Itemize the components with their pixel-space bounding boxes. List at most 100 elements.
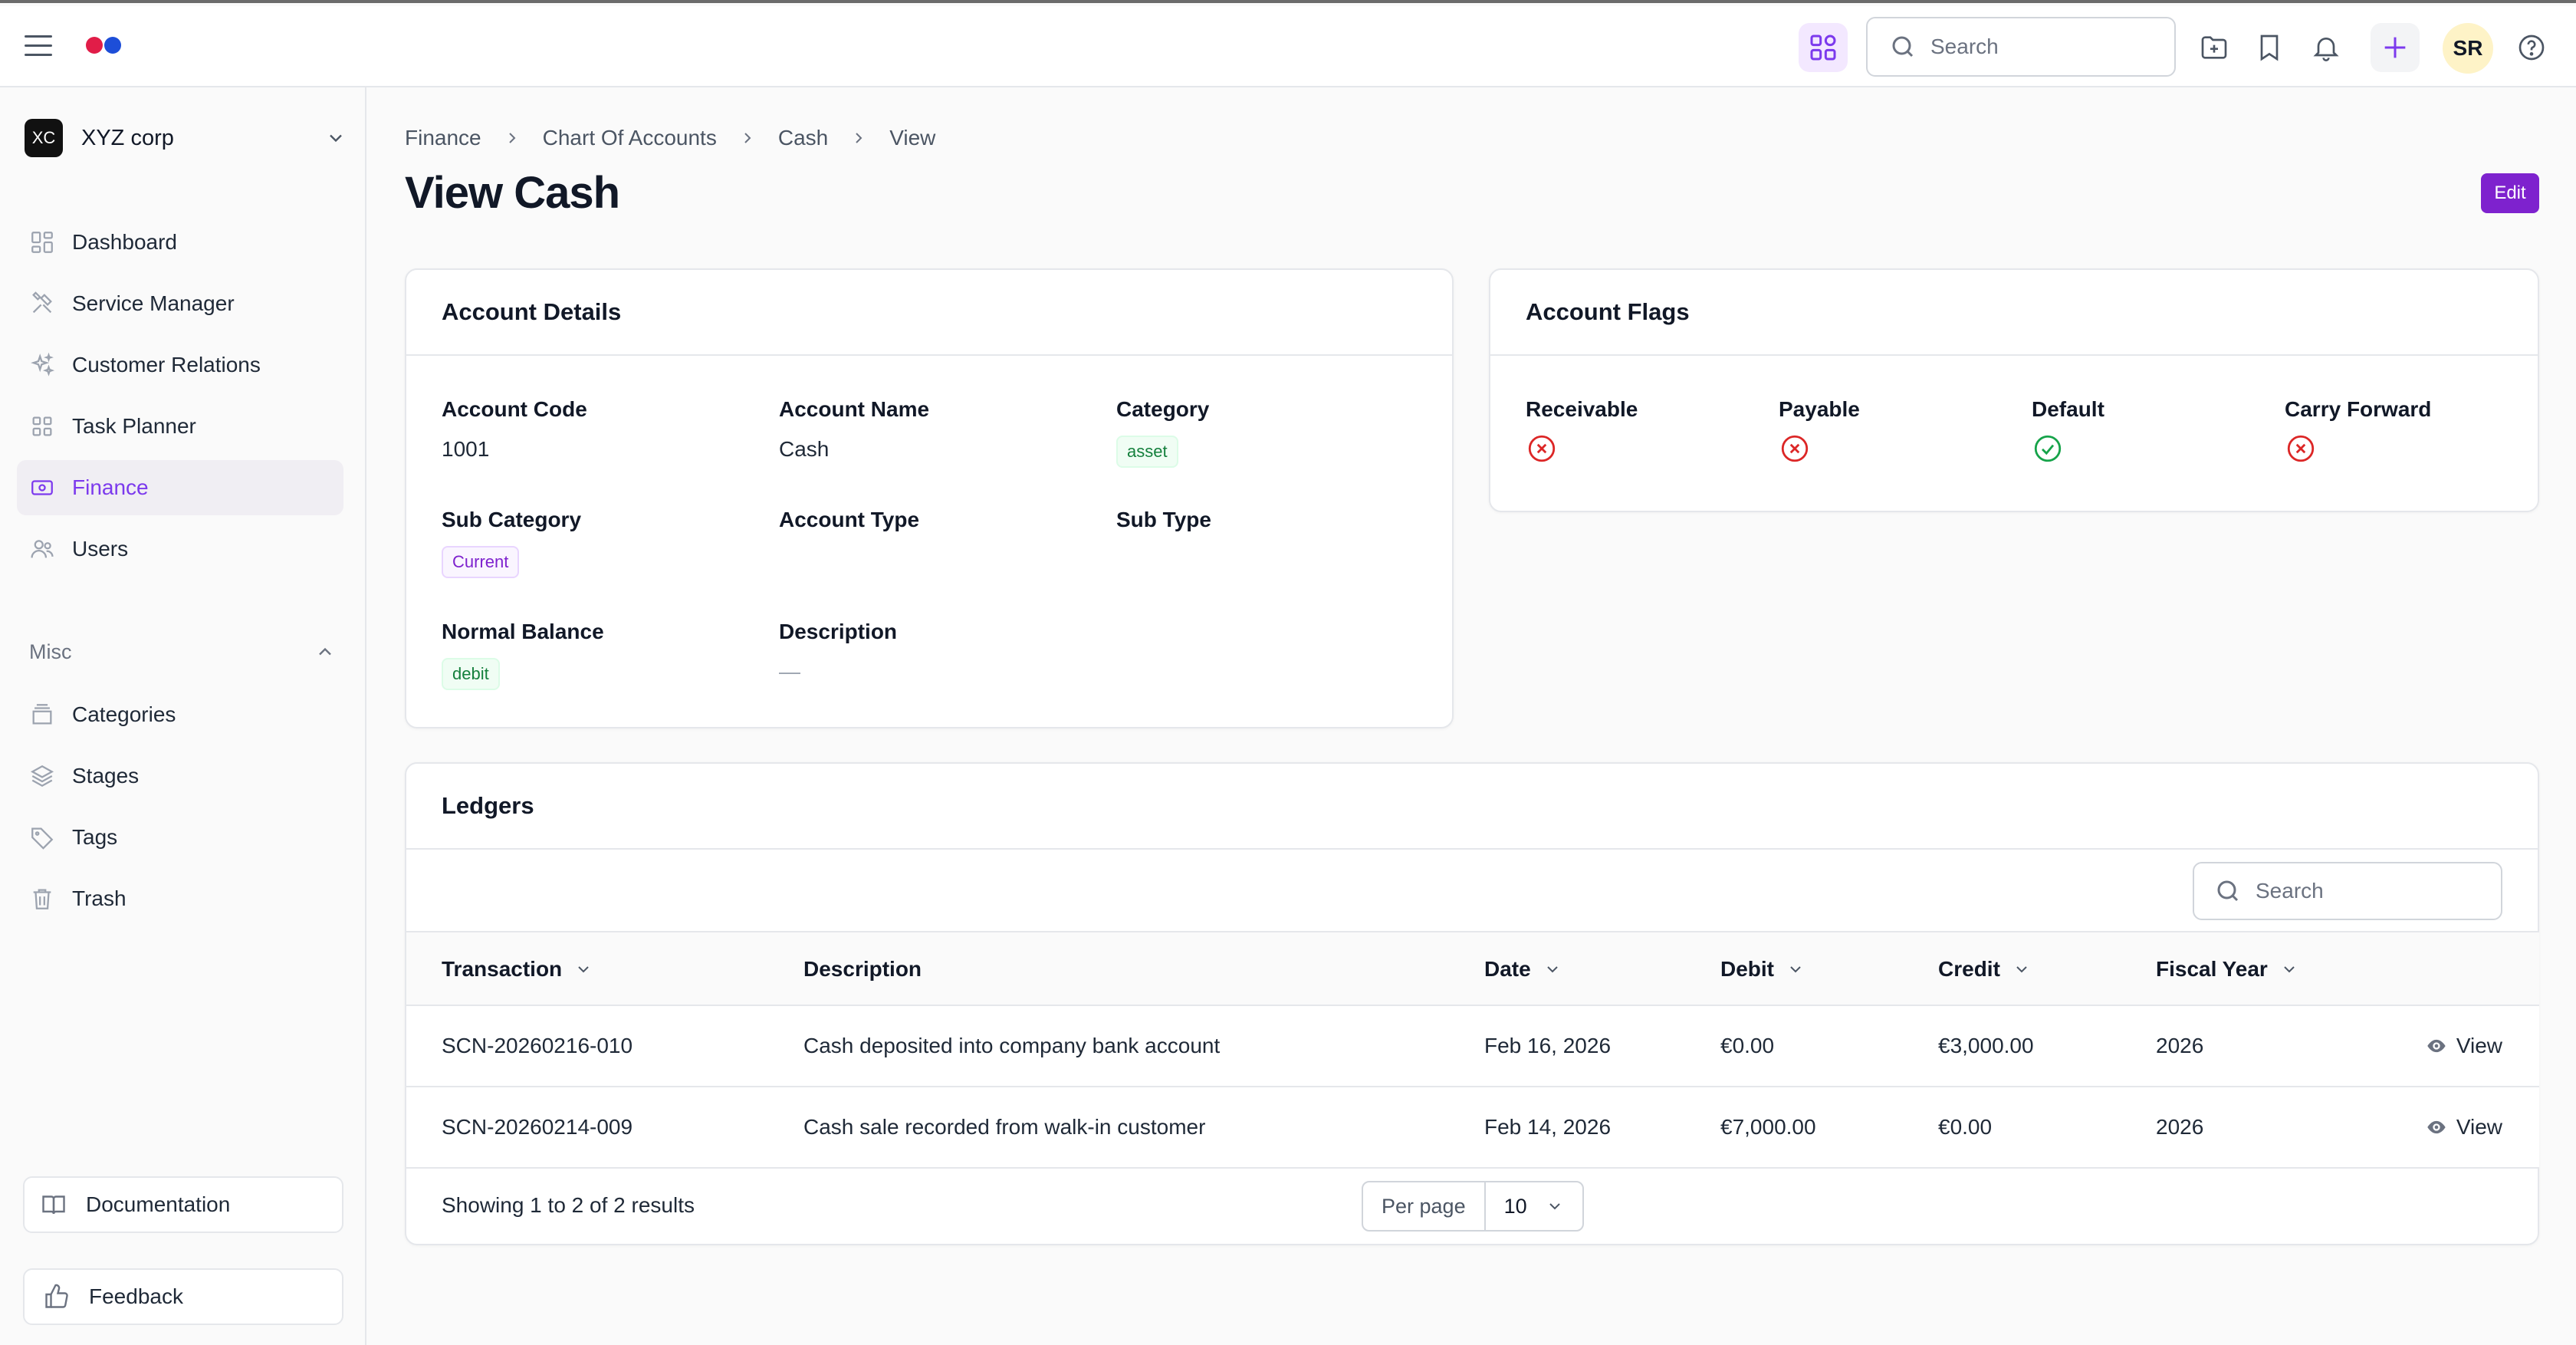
trash-icon	[33, 889, 51, 909]
flag-payable: Payable	[1779, 397, 1860, 469]
misc-section-toggle[interactable]: Misc	[29, 636, 336, 667]
view-link[interactable]: View	[2426, 1087, 2502, 1167]
user-avatar[interactable]: SR	[2443, 23, 2493, 74]
sidebar-item-label: Dashboard	[72, 230, 177, 254]
flag-label: Receivable	[1526, 397, 1638, 421]
documentation-button[interactable]: Documentation	[23, 1176, 343, 1233]
sidebar-item-task-planner[interactable]: Task Planner	[17, 399, 343, 454]
sidebar-item-customer-relations[interactable]: Customer Relations	[17, 337, 343, 393]
sub-category-badge: Current	[442, 546, 520, 578]
logo-red-dot	[86, 37, 103, 54]
chevron-down-icon	[330, 134, 342, 143]
search-icon	[2217, 880, 2239, 902]
field-label: Category	[1116, 397, 1210, 421]
folder-add-icon[interactable]	[2190, 23, 2239, 72]
sub-category-field: Sub Category Current	[442, 508, 581, 578]
bookmark-icon[interactable]	[2245, 23, 2294, 72]
x-circle-icon	[2287, 435, 2315, 462]
table-row: SCN-20260214-009 Cash sale recorded from…	[406, 1087, 2539, 1169]
org-switcher[interactable]: XC XYZ corp	[25, 115, 347, 161]
search-icon	[1892, 36, 1914, 58]
sidebar-item-label: Task Planner	[72, 414, 196, 438]
table-row: SCN-20260216-010 Cash deposited into com…	[406, 1006, 2539, 1087]
account-details-card: Account Details Account Code 1001 Accoun…	[405, 268, 1454, 728]
sidebar-item-finance[interactable]: Finance	[17, 460, 343, 515]
column-transaction[interactable]: Transaction	[442, 932, 593, 1006]
cell-debit: €7,000.00	[1720, 1115, 1816, 1139]
eye-icon	[2427, 1039, 2446, 1053]
chevron-right-icon	[849, 129, 868, 147]
sidebar-item-label: Trash	[72, 886, 127, 910]
global-search-input[interactable]	[1930, 35, 2145, 59]
cell-transaction: SCN-20260216-010	[442, 1034, 633, 1057]
sidebar-item-dashboard[interactable]: Dashboard	[17, 215, 343, 270]
edit-button[interactable]: Edit	[2481, 173, 2539, 213]
column-label: Credit	[1938, 957, 2000, 981]
column-description: Description	[803, 932, 922, 1006]
archive-icon	[32, 704, 52, 725]
sidebar-item-trash[interactable]: Trash	[17, 871, 343, 926]
view-link-label: View	[2456, 1115, 2502, 1139]
per-page-select[interactable]: 10	[1486, 1182, 1582, 1230]
x-circle-icon	[1528, 435, 1556, 462]
pagination-summary: Showing 1 to 2 of 2 results	[442, 1193, 695, 1217]
account-flags-title: Account Flags	[1490, 270, 2538, 356]
documentation-label: Documentation	[86, 1192, 231, 1216]
account-code-value: 1001	[442, 437, 490, 461]
chevron-down-icon	[1549, 1203, 1560, 1210]
ledgers-search[interactable]	[2193, 862, 2502, 920]
chevron-down-icon	[2016, 966, 2027, 973]
flag-carry-forward: Carry Forward	[2285, 397, 2431, 469]
chevron-down-icon	[2284, 966, 2295, 973]
breadcrumb-chart-of-accounts[interactable]: Chart Of Accounts	[542, 126, 717, 150]
cell-fiscal-year: 2026	[2156, 1115, 2204, 1139]
column-label: Debit	[1720, 957, 1774, 981]
column-credit[interactable]: Credit	[1938, 932, 2031, 1006]
global-search[interactable]	[1866, 17, 2176, 77]
category-field: Category asset	[1116, 397, 1209, 468]
menu-icon[interactable]	[25, 35, 55, 57]
misc-section-label: Misc	[29, 640, 72, 663]
cell-description: Cash deposited into company bank account	[803, 1034, 1221, 1057]
feedback-button[interactable]: Feedback	[23, 1268, 343, 1325]
category-badge: asset	[1116, 436, 1178, 468]
help-icon[interactable]	[2507, 23, 2556, 72]
ledgers-search-input[interactable]	[2256, 879, 2470, 903]
cell-credit: €3,000.00	[1938, 1034, 2034, 1057]
column-fiscal-year[interactable]: Fiscal Year	[2156, 932, 2298, 1006]
book-icon	[42, 1195, 65, 1215]
description-field: Description —	[779, 620, 897, 684]
sidebar-item-stages[interactable]: Stages	[17, 748, 343, 804]
add-icon[interactable]	[2371, 23, 2420, 72]
per-page-selector: Per page 10	[1362, 1181, 1584, 1232]
column-label: Fiscal Year	[2156, 957, 2268, 981]
cell-date: Feb 16, 2026	[1484, 1034, 1612, 1057]
bell-icon[interactable]	[2302, 23, 2351, 72]
money-icon	[31, 480, 53, 495]
view-link[interactable]: View	[2426, 1006, 2502, 1086]
ledgers-title: Ledgers	[406, 764, 2538, 850]
sidebar-item-categories[interactable]: Categories	[17, 687, 343, 742]
grid-icon	[32, 416, 52, 436]
sidebar: XC XYZ corp Dashboard Service Manager Cu…	[0, 87, 366, 1345]
sidebar-item-users[interactable]: Users	[17, 521, 343, 577]
column-date[interactable]: Date	[1484, 932, 1562, 1006]
column-debit[interactable]: Debit	[1720, 932, 1805, 1006]
chevron-down-icon	[578, 966, 589, 973]
thumbs-up-icon	[45, 1284, 68, 1308]
normal-balance-field: Normal Balance debit	[442, 620, 604, 690]
breadcrumb-finance[interactable]: Finance	[405, 126, 481, 150]
apps-grid-icon[interactable]	[1799, 23, 1848, 72]
sidebar-item-tags[interactable]: Tags	[17, 810, 343, 865]
sidebar-item-service-manager[interactable]: Service Manager	[17, 276, 343, 331]
dashboard-icon	[31, 232, 53, 253]
sidebar-item-label: Categories	[72, 702, 176, 726]
field-label: Sub Type	[1116, 508, 1211, 531]
app-logo[interactable]	[86, 37, 121, 55]
chevron-down-icon	[1790, 966, 1801, 973]
account-code-field: Account Code 1001	[442, 397, 587, 462]
breadcrumb-cash[interactable]: Cash	[777, 126, 829, 150]
per-page-label: Per page	[1363, 1182, 1486, 1230]
account-name-field: Account Name Cash	[779, 397, 929, 462]
